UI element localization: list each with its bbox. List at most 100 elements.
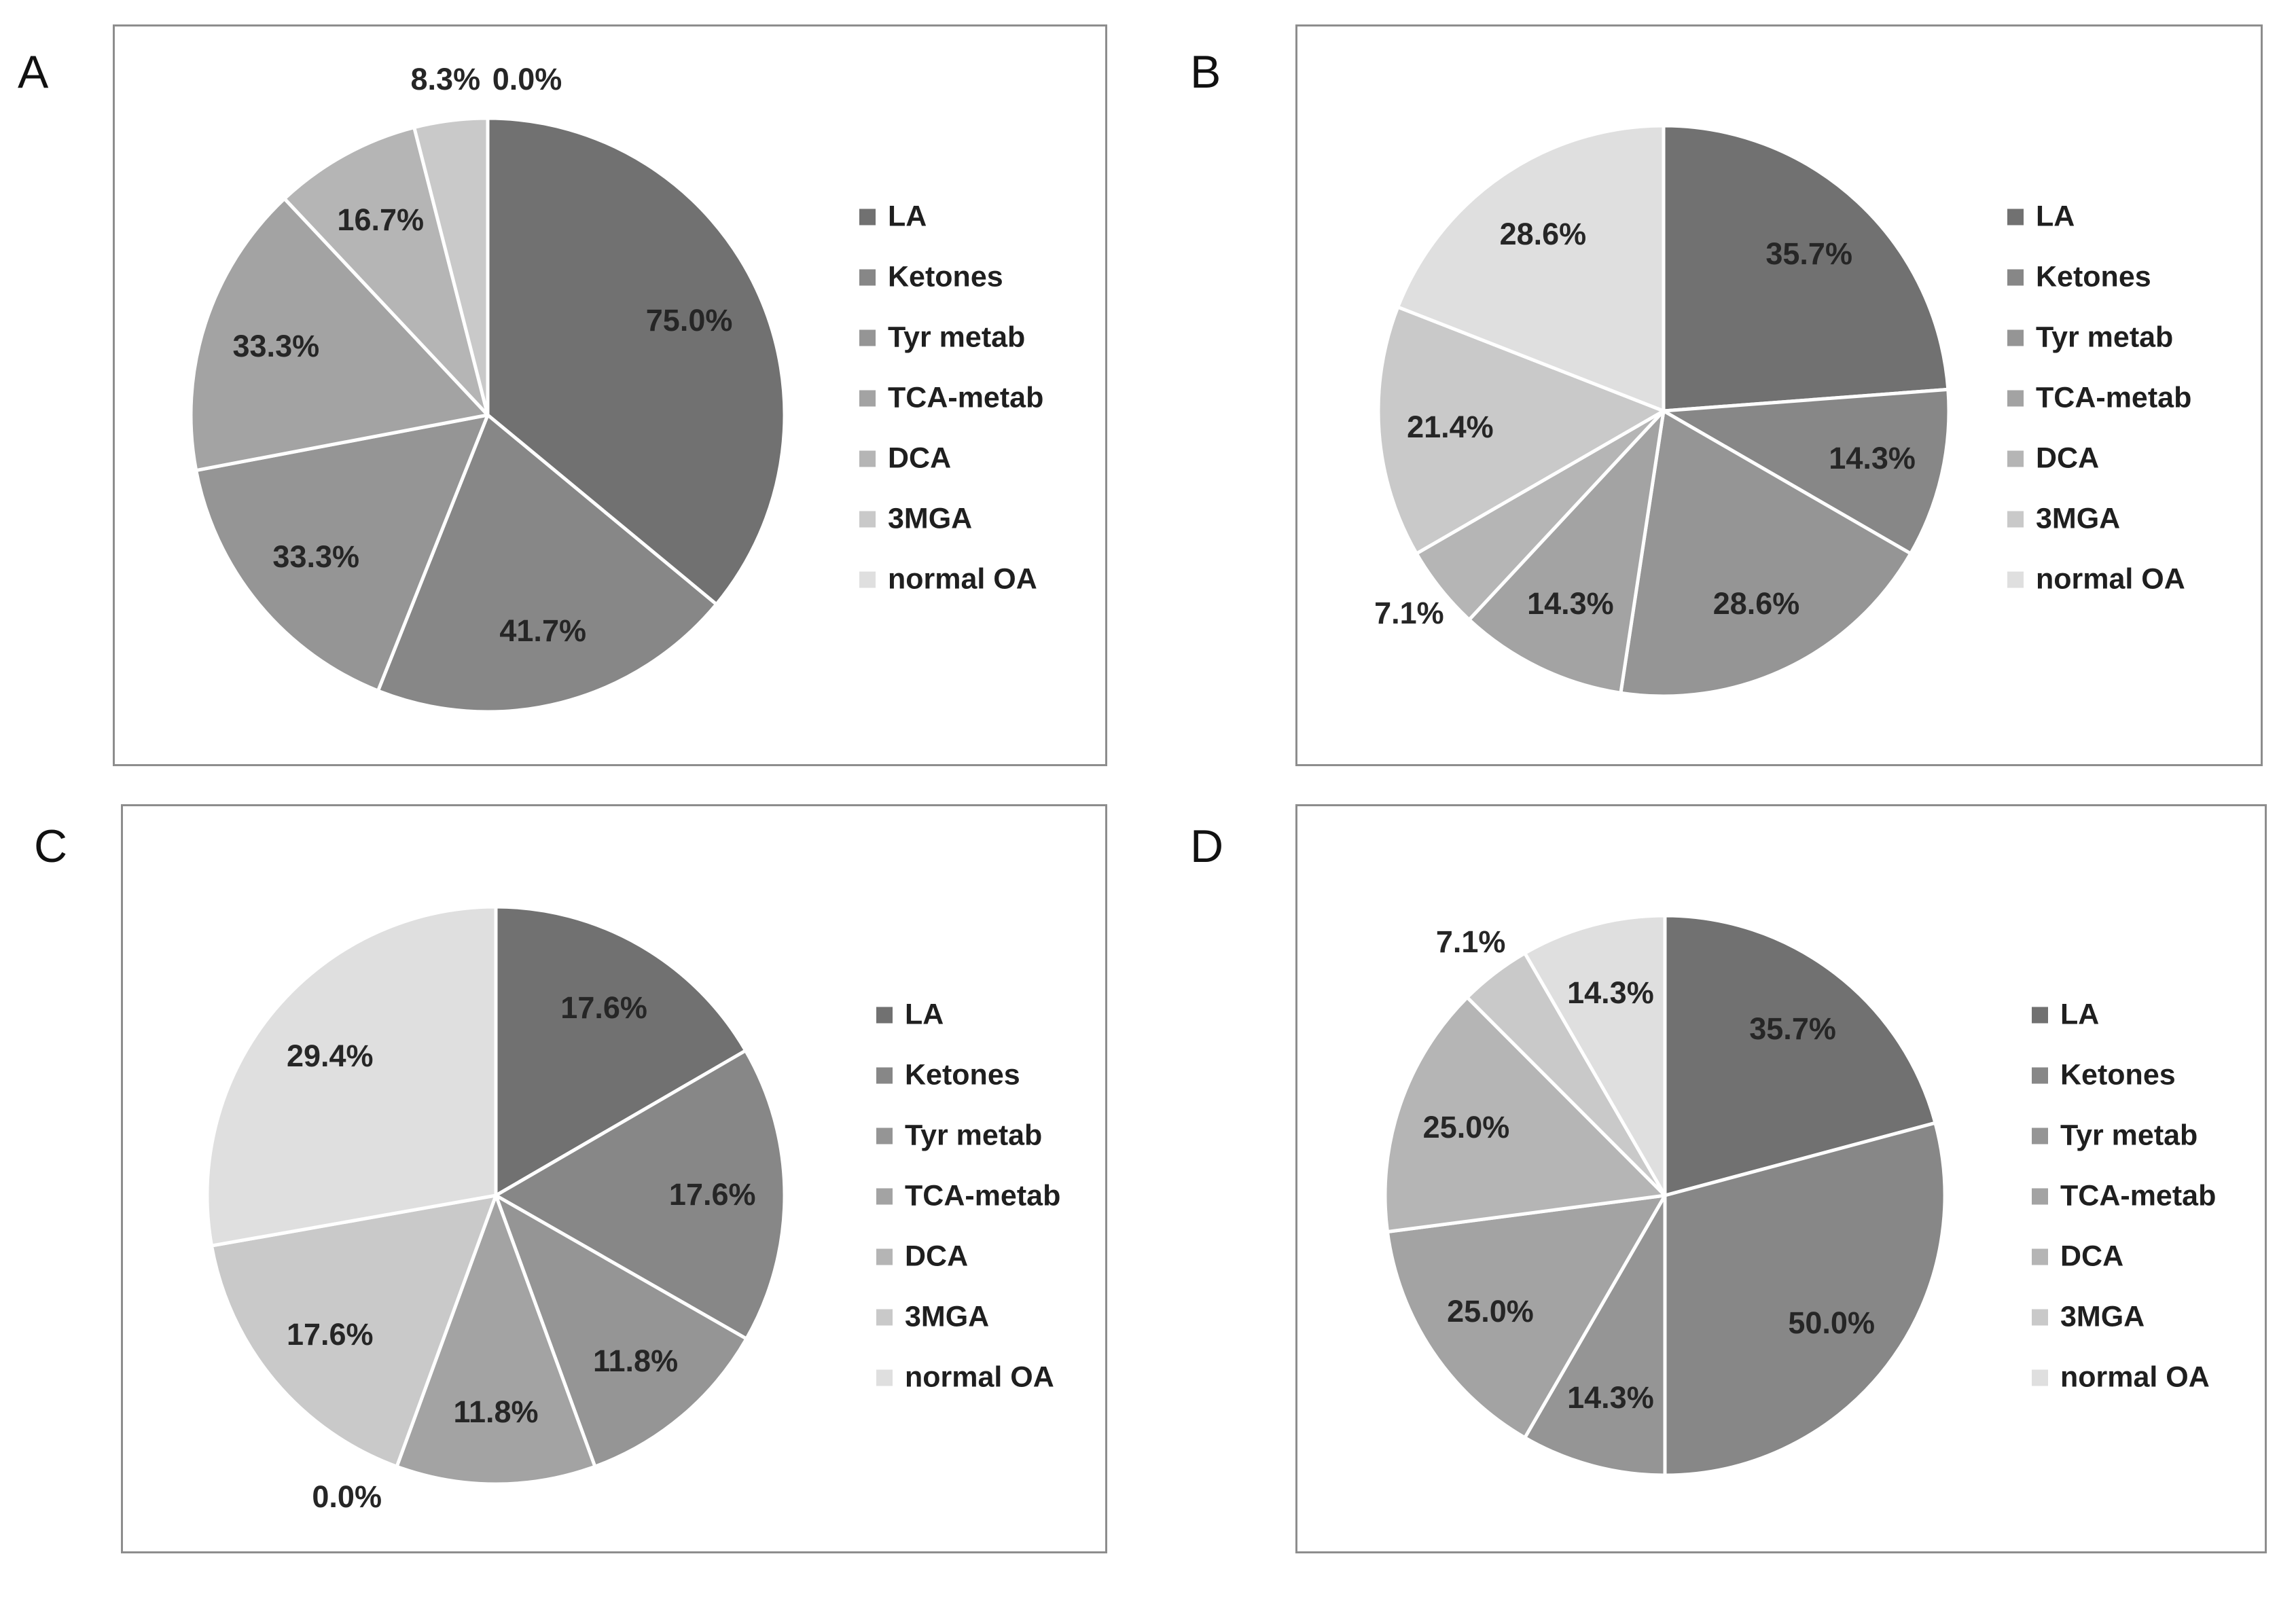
legend-swatch-icon [876,1248,893,1265]
legend-item-tyr-metab: Tyr metab [2007,321,2173,355]
pie-slice-tyr-metab [194,413,490,693]
legend-label: Ketones [888,260,1003,293]
data-label-tyr-metab: 11.8% [592,1343,679,1378]
pie-slice-tyr-metab [494,1193,749,1468]
data-label-tca-metab: 14.3% [1527,585,1614,621]
legend-item-tca-metab: TCA-metab [2007,382,2191,415]
data-label-ketones: 14.3% [1829,441,1916,475]
legend-label: DCA [2036,441,2100,475]
data-label-ketones: 41.7% [499,613,586,648]
chart-panel-c: 17.6% 17.6% 11.8% 11.8% 0.0% 17.6% 29.4% LA Keto… [121,804,1107,1553]
legend-item-tyr-metab: Tyr metab [876,1119,1042,1153]
legend-swatch-icon [859,390,876,406]
data-label-dca: 25.0% [1422,1110,1510,1145]
data-label-normal-oa: 14.3% [1567,975,1654,1010]
data-label-dca: 0.0% [312,1479,382,1515]
data-label-3mga: 8.3% [410,61,481,96]
legend-item-la: LA [2007,200,2075,234]
legend-item-normal-oa: normal OA [2032,1361,2210,1394]
data-label-tyr-metab: 28.6% [1712,585,1800,621]
legend-item-dca: DCA [876,1240,968,1274]
legend-swatch-icon [859,269,876,285]
legend-swatch-icon [859,329,876,346]
legend-swatch-icon [859,450,876,467]
pie-slice-ketones [376,413,719,714]
legend-swatch-icon [2007,329,2024,346]
chart-panel-a: 75.0% 41.7% 33.3% 33.3% 16.7% 8.3% 0.0% LA Keton… [113,24,1107,766]
legend-swatch-icon [876,1007,893,1023]
legend-label: Ketones [905,1058,1020,1092]
pie-slice-normal-oa [1523,914,1667,1197]
pie-slice-tyr-metab [1619,409,1913,698]
legend-item-3mga: 3MGA [876,1301,989,1334]
pie-slice-la [494,905,748,1197]
legend-label: normal OA [905,1360,1054,1394]
legend-swatch-icon [2007,269,2024,285]
legend-label: TCA-metab [905,1179,1061,1212]
data-label-tyr-metab: 33.3% [272,539,360,574]
legend-label: 3MGA [2060,1300,2145,1333]
legend-swatch-icon [2007,511,2024,527]
legend-swatch-icon [859,511,876,527]
pie-slice-3mga [412,116,490,417]
legend-label: LA [2060,998,2100,1031]
data-label-normal-oa: 0.0% [492,62,562,97]
legend-label: DCA [888,441,952,475]
pie-slice-normal-oa [205,905,498,1248]
legend-swatch-icon [2032,1188,2048,1204]
pie-slice-normal-oa [1396,124,1666,413]
legend-item-ketones: Ketones [876,1059,1020,1092]
legend-item-normal-oa: normal OA [2007,563,2185,596]
pie-slice-ketones [494,1049,787,1341]
pie-slice-tca-metab [1385,1193,1667,1440]
legend-item-tca-metab: TCA-metab [876,1180,1060,1213]
legend-label: Tyr metab [2036,321,2174,354]
pie-slice-tca-metab [1467,409,1666,695]
legend-item-dca: DCA [859,442,951,475]
legend-label: DCA [905,1240,969,1273]
legend-label: LA [2036,200,2075,233]
legend-label: 3MGA [2036,502,2121,535]
legend-swatch-icon [859,209,876,225]
data-label-ketones: 17.6% [668,1177,756,1212]
legend-label: Ketones [2060,1058,2176,1092]
data-label-la: 35.7% [1765,236,1852,272]
legend-swatch-icon [2007,209,2024,225]
legend-swatch-icon [859,571,876,588]
legend-swatch-icon [2032,1248,2048,1265]
legend-item-tyr-metab: Tyr metab [859,321,1025,355]
legend-swatch-icon [2032,1067,2048,1083]
legend-item-3mga: 3MGA [859,503,972,536]
legend-label: Tyr metab [888,321,1026,354]
legend-swatch-icon [876,1369,893,1386]
legend-item-normal-oa: normal OA [859,563,1037,596]
pie-slice-3mga [1376,305,1666,556]
legend-item-ketones: Ketones [2007,261,2151,294]
legend-item-ketones: Ketones [2032,1059,2176,1092]
data-label-3mga: 17.6% [286,1316,374,1352]
data-label-tca-metab: 11.8% [453,1394,539,1429]
legend-swatch-icon [2007,571,2024,588]
legend-label: 3MGA [905,1300,990,1333]
chart-panel-b: 35.7% 14.3% 28.6% 14.3% 7.1% 21.4% 28.6% LA Keto… [1295,24,2263,766]
panel-label-d: D [1190,820,1224,872]
legend-item-3mga: 3MGA [2032,1301,2145,1334]
data-label-dca: 16.7% [337,202,425,237]
pie-slice-la [486,116,787,607]
legend-item-tca-metab: TCA-metab [859,382,1043,415]
legend-item-tca-metab: TCA-metab [2032,1180,2216,1213]
legend-swatch-icon [876,1067,893,1083]
legend-swatch-icon [876,1309,893,1325]
legend-swatch-icon [2007,390,2024,406]
legend-swatch-icon [876,1128,893,1144]
legend-label: normal OA [2036,562,2185,596]
legend-swatch-icon [2032,1128,2048,1144]
legend-item-dca: DCA [2007,442,2099,475]
legend-label: Tyr metab [905,1119,1043,1152]
panel-label-a: A [18,46,49,98]
legend-label: LA [905,998,944,1031]
data-label-tyr-metab: 14.3% [1567,1380,1654,1415]
legend-label: DCA [2060,1240,2124,1273]
legend-item-la: LA [876,998,944,1032]
legend-label: TCA-metab [2036,381,2192,414]
